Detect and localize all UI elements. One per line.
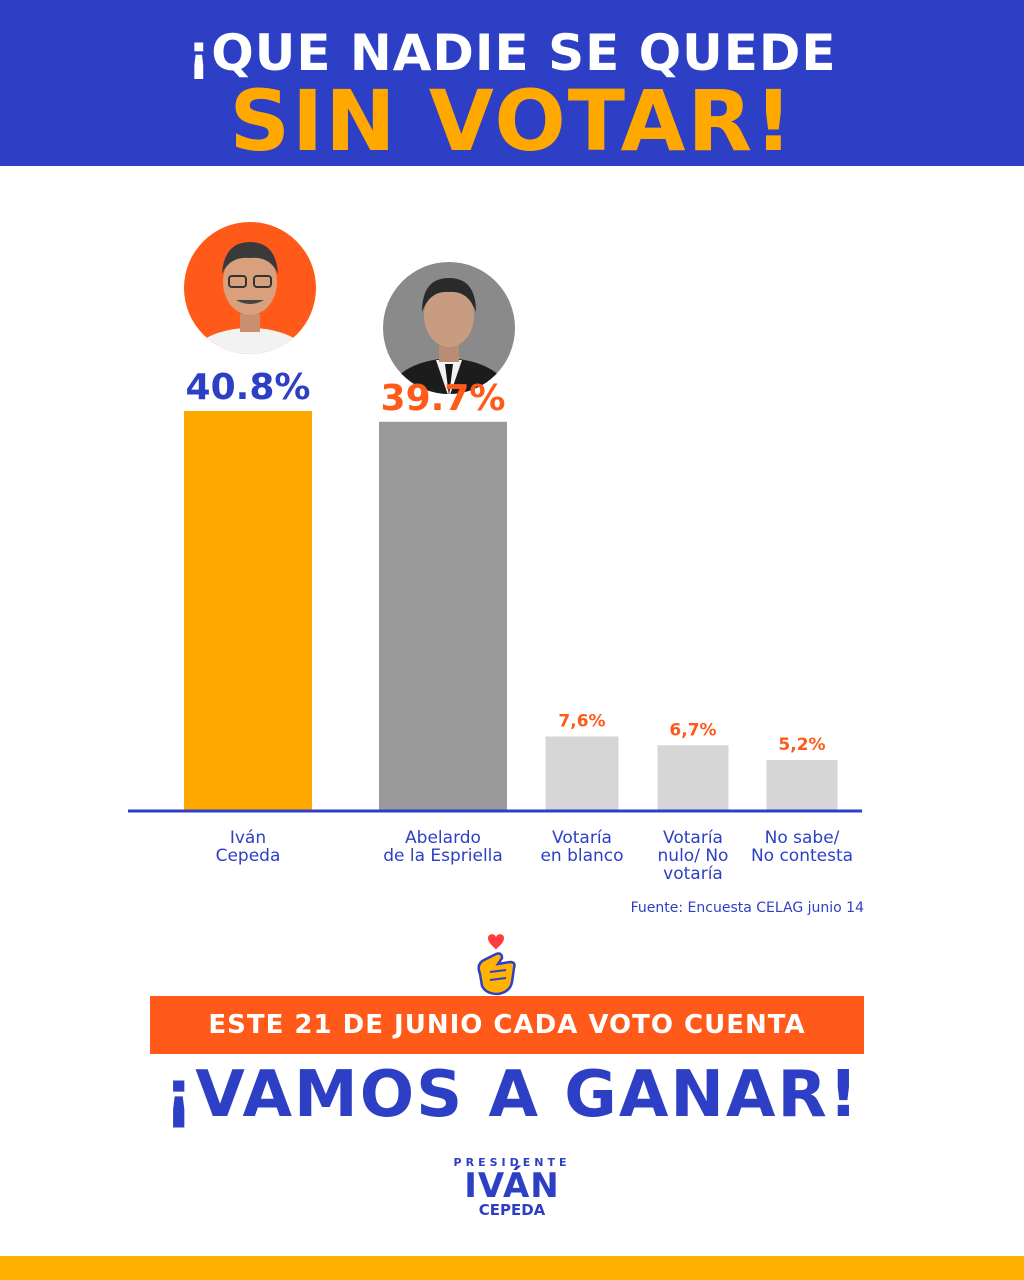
logo-name: IVÁN [464,1166,560,1206]
value-label-4: 6,7% [669,720,716,740]
category-label-1: Iván Cepeda [216,828,281,866]
poll-bar-chart: 40.8% 39.7% 7,6% 6,7% 5,2% Iván Cepeda Abelard… [128,222,862,884]
logo-surname: CEPEDA [478,1201,546,1219]
candidate-photo-ivan-cepeda [184,222,316,354]
bar-5 [766,760,838,811]
bar-1 [184,411,312,811]
header-banner: ¡QUE NADIE SE QUEDE SIN VOTAR! [0,0,1024,170]
candidate-photo-abelardo-de-la-espriella [383,262,515,394]
header-line-1: ¡QUE NADIE SE QUEDE [187,24,837,82]
chart-value-labels: 40.8% 39.7% 7,6% 6,7% 5,2% [186,367,826,755]
category-label-3: Votaría en blanco [540,828,623,866]
value-label-1: 40.8% [186,367,311,408]
date-banner: ESTE 21 DE JUNIO CADA VOTO CUENTA [150,996,864,1054]
bar-2 [379,421,507,811]
chart-bars [184,411,838,811]
header-line-2: SIN VOTAR! [229,72,795,170]
value-label-2: 39.7% [381,378,506,419]
campaign-logo: PRESIDENTE IVÁN CEPEDA [412,1156,612,1226]
chart-category-labels: Iván Cepeda Abelardo de la Espriella Votaría… [216,828,853,884]
bar-4 [657,745,729,811]
category-label-4: Votaría nulo/ No votaría [658,828,729,884]
finger-heart-icon [477,934,516,996]
slogan: ¡VAMOS A GANAR! [164,1058,860,1132]
bar-3 [545,736,619,811]
value-label-3: 7,6% [558,711,605,731]
logo-presidente: PRESIDENTE [453,1156,571,1169]
source-note: Fuente: Encuesta CELAG junio 14 [630,900,864,916]
footer-stripe [0,1256,1024,1280]
value-label-5: 5,2% [778,735,825,755]
category-label-5: No sabe/No contesta [751,828,853,866]
category-label-2: Abelardo de la Espriella [383,828,503,866]
